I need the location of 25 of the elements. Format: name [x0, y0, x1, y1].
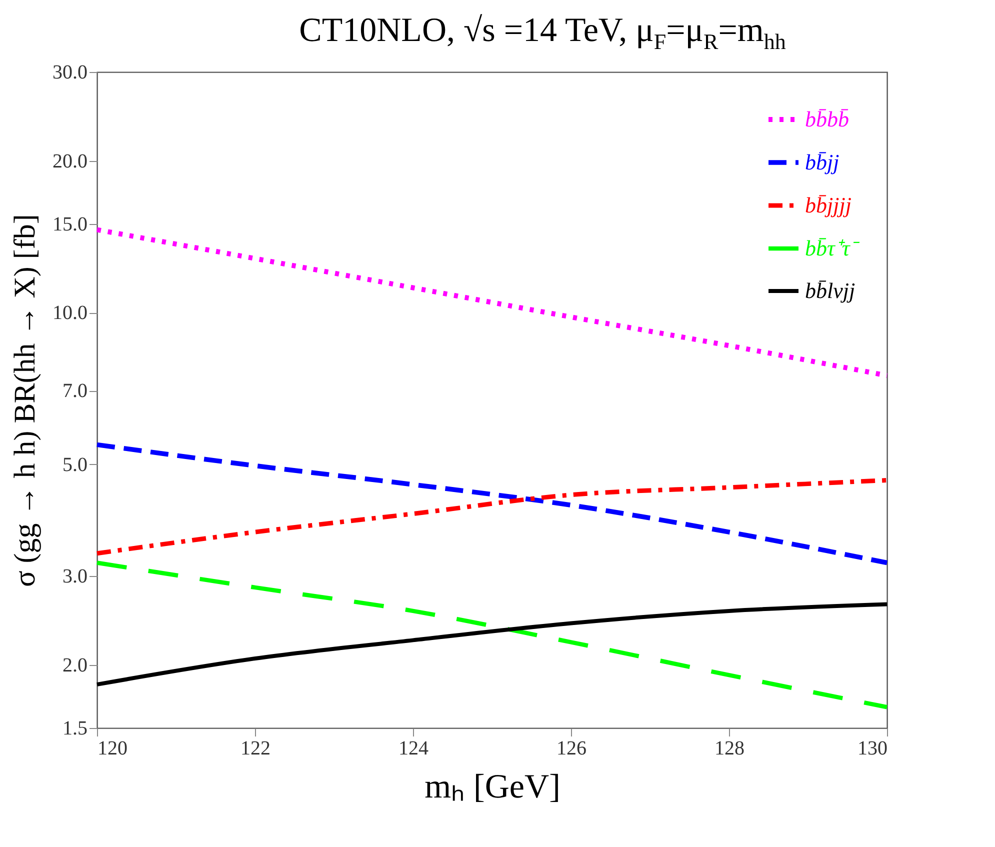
- y-tick-label: 7.0: [62, 380, 88, 402]
- legend-label: bb̄τ⁺τ⁻: [805, 236, 861, 260]
- y-axis-title: σ (gg → h h) BR(hh → X) [fb]: [8, 214, 42, 587]
- y-tick-label: 30.0: [52, 62, 88, 84]
- line-series: [94, 442, 890, 566]
- x-tick-label: 120: [98, 738, 128, 760]
- y-tick-label: 20.0: [52, 150, 88, 172]
- x-tick-label: 130: [858, 738, 888, 760]
- x-axis-title: mₕ [GeV]: [424, 768, 560, 806]
- y-tick-label: 2.0: [62, 654, 88, 677]
- y-tick-label: 10.0: [52, 302, 88, 324]
- y-tick-label: 3.0: [62, 566, 88, 588]
- legend-label: bb̄lνjj: [805, 278, 856, 303]
- y-tick-label: 1.5: [62, 718, 88, 740]
- y-tick-label: 15.0: [52, 213, 88, 236]
- x-tick-label: 128: [714, 738, 744, 760]
- x-tick-label: 122: [240, 738, 270, 760]
- line-series: [95, 602, 889, 686]
- legend-label: bb̄jj: [805, 150, 840, 174]
- x-tick-label: 126: [556, 738, 586, 760]
- legend-label: bb̄jjjj: [805, 192, 852, 218]
- x-tick-label: 124: [398, 738, 428, 760]
- legend-label: bb̄bb̄: [805, 106, 849, 132]
- chart-title: CT10NLO, √s =14 TeV, μ$_{F}$=μ$_{R}$=m$_{hh}$: [298, 11, 787, 56]
- y-tick-label: 5.0: [62, 454, 88, 476]
